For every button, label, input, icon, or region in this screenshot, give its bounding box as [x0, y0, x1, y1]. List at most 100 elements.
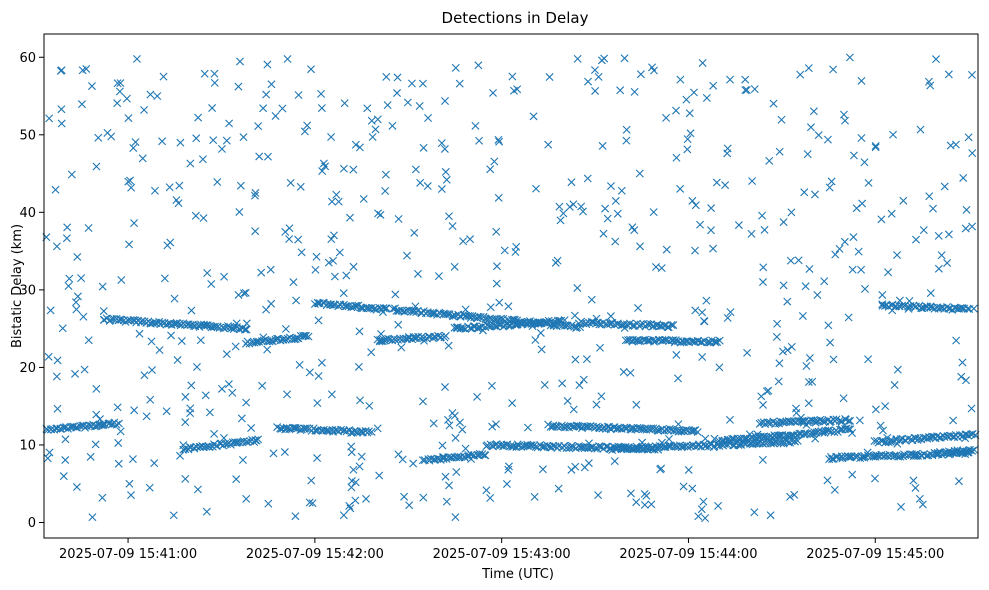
data-point [254, 435, 263, 444]
data-point [575, 422, 584, 431]
data-point [403, 98, 412, 107]
data-point [806, 123, 815, 132]
data-point [129, 144, 138, 152]
data-point [940, 182, 949, 191]
data-point [750, 508, 759, 517]
data-point [58, 324, 67, 333]
data-point [99, 419, 108, 428]
data-point [317, 104, 326, 113]
data-point [437, 185, 446, 194]
data-point [312, 252, 321, 261]
data-point [857, 265, 866, 274]
data-point [283, 55, 292, 64]
data-point [599, 229, 608, 238]
data-point [307, 65, 315, 74]
data-point [632, 498, 641, 507]
data-point [135, 329, 144, 338]
data-point [117, 315, 126, 324]
data-point [448, 408, 457, 417]
data-point [205, 408, 214, 417]
data-point [239, 289, 248, 298]
data-point [575, 381, 584, 390]
data-point [809, 107, 818, 116]
data-point [827, 177, 836, 186]
data-point [536, 328, 545, 337]
data-point [57, 105, 66, 114]
data-point [849, 151, 858, 160]
data-point [57, 119, 66, 128]
data-point [170, 294, 179, 303]
data-point [128, 455, 137, 464]
data-point [467, 455, 476, 464]
data-point [307, 476, 316, 485]
data-point [441, 472, 450, 481]
data-point [405, 501, 414, 510]
data-point [626, 368, 635, 377]
data-point [805, 264, 814, 273]
data-point [140, 105, 149, 114]
data-point [512, 242, 521, 251]
data-point [458, 425, 467, 434]
data-point [71, 423, 80, 432]
x-axis: 2025-07-09 15:41:00 2025-07-09 15:42:00 20… [59, 538, 944, 562]
data-point [352, 301, 361, 310]
data-point [257, 268, 266, 277]
data-point [712, 178, 721, 187]
data-point [863, 448, 872, 457]
data-point [786, 256, 795, 265]
data-point [127, 183, 136, 192]
data-point [620, 54, 629, 63]
data-point [159, 72, 168, 81]
data-point [626, 489, 635, 498]
data-point [848, 428, 857, 437]
data-point [342, 271, 351, 280]
data-point [967, 70, 976, 79]
data-point [689, 88, 698, 97]
data-point [931, 449, 940, 458]
data-point [747, 229, 756, 238]
y-tick-label: 0 [28, 516, 36, 531]
data-point [835, 244, 844, 253]
data-point [115, 87, 124, 96]
data-point [162, 407, 171, 416]
data-point [841, 116, 849, 125]
data-point [569, 405, 578, 414]
data-point [199, 320, 208, 329]
data-point [760, 225, 769, 234]
data-point [61, 435, 70, 444]
data-point [373, 115, 382, 124]
data-point [967, 404, 976, 413]
data-point [912, 235, 921, 244]
data-point [764, 418, 773, 427]
data-point [551, 258, 560, 267]
data-point [87, 82, 96, 91]
data-point [870, 474, 879, 483]
data-point [210, 429, 219, 438]
data-point [961, 224, 970, 233]
data-point [691, 246, 699, 255]
data-point [698, 308, 707, 317]
data-point [113, 99, 122, 108]
data-point [915, 494, 924, 503]
data-point [163, 241, 172, 250]
x-tick-label: 2025-07-09 15:43:00 [433, 547, 571, 562]
data-point [112, 420, 121, 429]
data-point [461, 444, 470, 453]
data-point [970, 445, 979, 454]
data-point [864, 355, 873, 364]
data-point [829, 65, 838, 74]
data-point [305, 498, 314, 507]
data-point [114, 438, 123, 447]
data-point [889, 130, 898, 139]
data-point [349, 262, 358, 271]
x-tick-label: 2025-07-09 15:41:00 [59, 547, 197, 562]
data-point [305, 368, 314, 377]
data-point [59, 423, 68, 432]
data-point [362, 494, 371, 503]
data-point [794, 256, 803, 265]
data-point [775, 431, 784, 440]
data-point [667, 320, 676, 329]
data-point [531, 336, 540, 345]
data-point [158, 318, 167, 327]
data-point [86, 452, 95, 461]
